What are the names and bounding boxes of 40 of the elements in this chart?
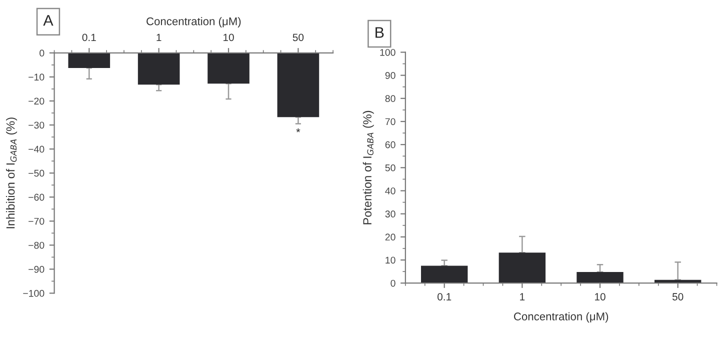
y-tick-label: 100 — [380, 48, 396, 56]
x-tick-label: 50 — [292, 34, 304, 42]
chart-title: A — [43, 15, 54, 26]
y-tick-label: −80 — [28, 242, 44, 249]
bar — [421, 266, 468, 284]
x-tick-label: 0.1 — [82, 34, 96, 42]
x-tick-label: 10 — [224, 34, 234, 42]
y-tick-label: 80 — [385, 95, 396, 102]
x-tick-label: 0.1 — [438, 293, 452, 300]
y-tick-label: 60 — [385, 141, 396, 148]
x-tick-label: 50 — [672, 293, 684, 300]
y-tick-label: 0 — [390, 280, 396, 287]
y-tick-label: 0 — [40, 50, 44, 57]
y-tick-label: −20 — [28, 98, 44, 105]
y-tick-label: 30 — [385, 210, 396, 218]
y-tick-label: −100 — [23, 290, 44, 297]
x-axis-title: Concentration (μM) — [146, 17, 241, 28]
y-tick-label: −70 — [28, 218, 44, 225]
y-axis-title: Inhibition of I$_{GABA}$ (%) — [6, 118, 18, 228]
bar — [576, 272, 624, 284]
x-axis-title: Concentration (μM) — [514, 312, 608, 323]
y-tick-label: −10 — [28, 74, 44, 81]
x-tick-label: 1 — [520, 293, 525, 300]
y-tick-label: −50 — [28, 170, 44, 177]
y-tick-label: 70 — [385, 118, 396, 126]
y-tick-label: 50 — [385, 164, 396, 172]
y-tick-label: 10 — [386, 256, 396, 264]
y-tick-label: 90 — [385, 72, 396, 79]
y-tick-label: −30 — [28, 122, 44, 129]
bar — [498, 252, 546, 284]
y-axis-title: Potention of I$_{GABA}$ (%) — [362, 110, 374, 224]
chart-title: B — [376, 27, 384, 38]
y-tick-label: 20 — [385, 234, 396, 241]
x-tick-label: 10 — [595, 293, 606, 300]
y-tick-label: 40 — [385, 187, 396, 194]
y-tick-label: −90 — [28, 266, 44, 273]
annotation: * — [296, 128, 300, 132]
y-tick-label: −60 — [28, 194, 44, 201]
y-tick-label: −40 — [28, 146, 44, 153]
x-tick-label: 1 — [156, 34, 162, 42]
